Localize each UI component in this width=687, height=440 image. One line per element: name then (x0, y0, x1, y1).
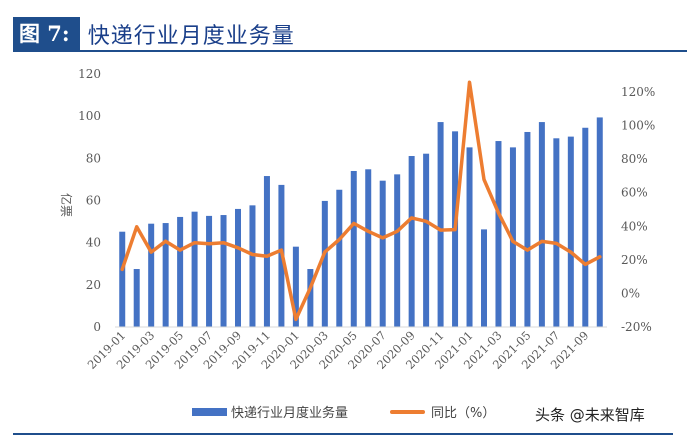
y-axis-tick: 60 (86, 194, 101, 208)
bar (249, 205, 256, 327)
bar (321, 200, 328, 327)
bar (524, 131, 531, 327)
bar (379, 180, 386, 327)
y2-axis-tick: 60% (621, 186, 648, 200)
y-axis-tick: 80 (86, 151, 101, 165)
bar (509, 147, 516, 327)
bar (292, 246, 299, 327)
bar (394, 174, 401, 327)
bar (307, 269, 314, 327)
bar (191, 211, 198, 327)
y-axis-tick: 0 (93, 320, 101, 334)
y-axis-tick: 40 (86, 236, 101, 250)
bar (148, 223, 155, 327)
y-axis-tick: 100 (78, 109, 101, 123)
y-axis-tick: 20 (86, 278, 101, 292)
legend-line-label: 同比（%） (431, 406, 496, 421)
bar (263, 176, 270, 327)
bar (481, 229, 487, 327)
chart-title: 快递行业月度业务量 (87, 24, 295, 49)
bar (365, 169, 372, 327)
y2-axis-tick: 100% (621, 119, 655, 133)
y2-axis-tick: 80% (621, 152, 648, 166)
bar (423, 153, 430, 327)
bar (596, 117, 603, 327)
title-divider (13, 50, 687, 52)
bar (220, 215, 227, 327)
bar (495, 141, 502, 327)
y2-axis-tick: 0% (621, 286, 640, 300)
y2-axis-tick: -20% (621, 320, 652, 334)
bar (350, 170, 357, 327)
bar (466, 147, 473, 327)
bar (162, 223, 169, 327)
bar (538, 122, 545, 327)
bar (408, 156, 415, 327)
y-axis-label: 亿票 (59, 193, 74, 217)
bar (177, 216, 184, 327)
legend-bar-swatch (192, 407, 227, 416)
bar (567, 136, 574, 327)
figure-label: 图 7: (13, 17, 80, 51)
bottom-divider (13, 433, 673, 435)
bar (206, 215, 213, 327)
bar (553, 138, 560, 327)
y2-axis-tick: 20% (621, 253, 648, 267)
bar (235, 208, 241, 327)
bar (582, 127, 589, 327)
figure-header: 图 7: 快递行业月度业务量 (13, 17, 295, 51)
bar (119, 231, 126, 327)
bar (133, 269, 140, 327)
y-axis-tick: 120 (78, 67, 101, 81)
y2-axis-tick: 40% (621, 219, 648, 233)
chart-legend: 快递行业月度业务量 同比（%） (192, 402, 495, 421)
legend-bar-label: 快递行业月度业务量 (231, 406, 349, 421)
y2-axis-tick: 120% (621, 85, 655, 99)
yoy-line (120, 80, 602, 322)
bar (437, 122, 444, 327)
bar (336, 189, 343, 327)
watermark: 头条 @未来智库 (535, 406, 645, 424)
legend-line-swatch (390, 409, 426, 414)
